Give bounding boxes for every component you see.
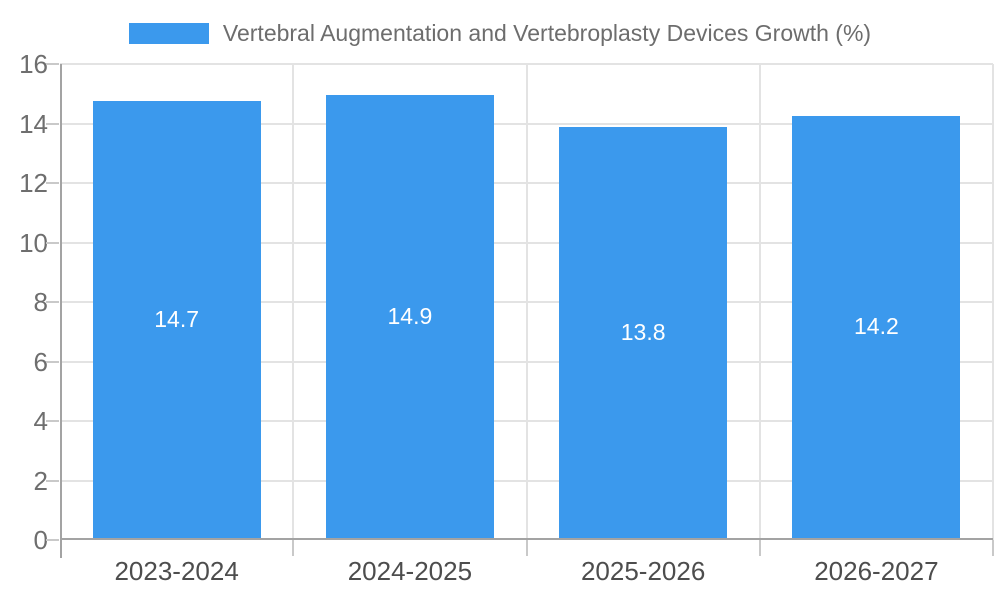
y-axis-tick-label: 8 <box>33 287 48 317</box>
bar-value-label: 14.2 <box>853 313 899 340</box>
x-axis-category-label: 2025-2026 <box>580 556 706 586</box>
y-tick-mark <box>46 63 59 65</box>
x-axis-category-label: 2023-2024 <box>114 556 239 586</box>
legend-swatch <box>128 22 209 44</box>
y-tick-mark <box>46 241 59 244</box>
bar: 14.7 <box>92 100 261 538</box>
category-boundary-gridline <box>525 64 528 540</box>
bar-value-label: 13.8 <box>620 319 666 346</box>
y-tick-mark <box>46 539 59 541</box>
y-axis-tick-label: 16 <box>19 49 48 79</box>
y-axis-tick-label: 0 <box>33 525 48 555</box>
y-tick-mark <box>46 122 59 125</box>
y-tick-mark <box>46 182 59 184</box>
y-tick-mark <box>46 479 59 482</box>
bar: 13.8 <box>559 127 728 538</box>
x-tick-mark <box>525 540 528 556</box>
x-axis-category-label: 2024-2025 <box>347 556 473 586</box>
category-boundary-gridline <box>758 64 761 540</box>
bar: 14.9 <box>325 94 494 538</box>
x-tick-mark <box>992 540 994 556</box>
chart-legend: Vertebral Augmentation and Vertebroplast… <box>0 18 1000 48</box>
x-tick-mark <box>292 540 295 556</box>
x-axis-line <box>60 538 993 540</box>
y-tick-mark <box>46 420 59 422</box>
y-axis-line <box>60 64 62 558</box>
y-tick-mark <box>46 301 59 303</box>
y-axis-tick-label: 2 <box>33 465 48 496</box>
chart-title: Vertebral Augmentation and Vertebroplast… <box>222 20 872 46</box>
bar-value-label: 14.7 <box>154 305 199 332</box>
bar-value-label: 14.9 <box>387 302 433 329</box>
category-boundary-gridline <box>992 64 994 540</box>
y-axis-tick-label: 6 <box>33 346 48 377</box>
y-axis-tick-label: 10 <box>19 227 48 258</box>
category-boundary-gridline <box>292 64 295 540</box>
y-axis-tick-label: 14 <box>19 108 48 139</box>
y-axis-tick-label: 12 <box>19 168 48 198</box>
x-axis-category-label: 2026-2027 <box>814 556 939 586</box>
plot-area: 14.7 14.9 13.8 14.2 <box>46 63 994 558</box>
bar: 14.2 <box>792 115 961 538</box>
y-tick-mark <box>46 360 59 363</box>
x-tick-mark <box>758 540 761 556</box>
y-axis-tick-label: 4 <box>33 406 48 436</box>
